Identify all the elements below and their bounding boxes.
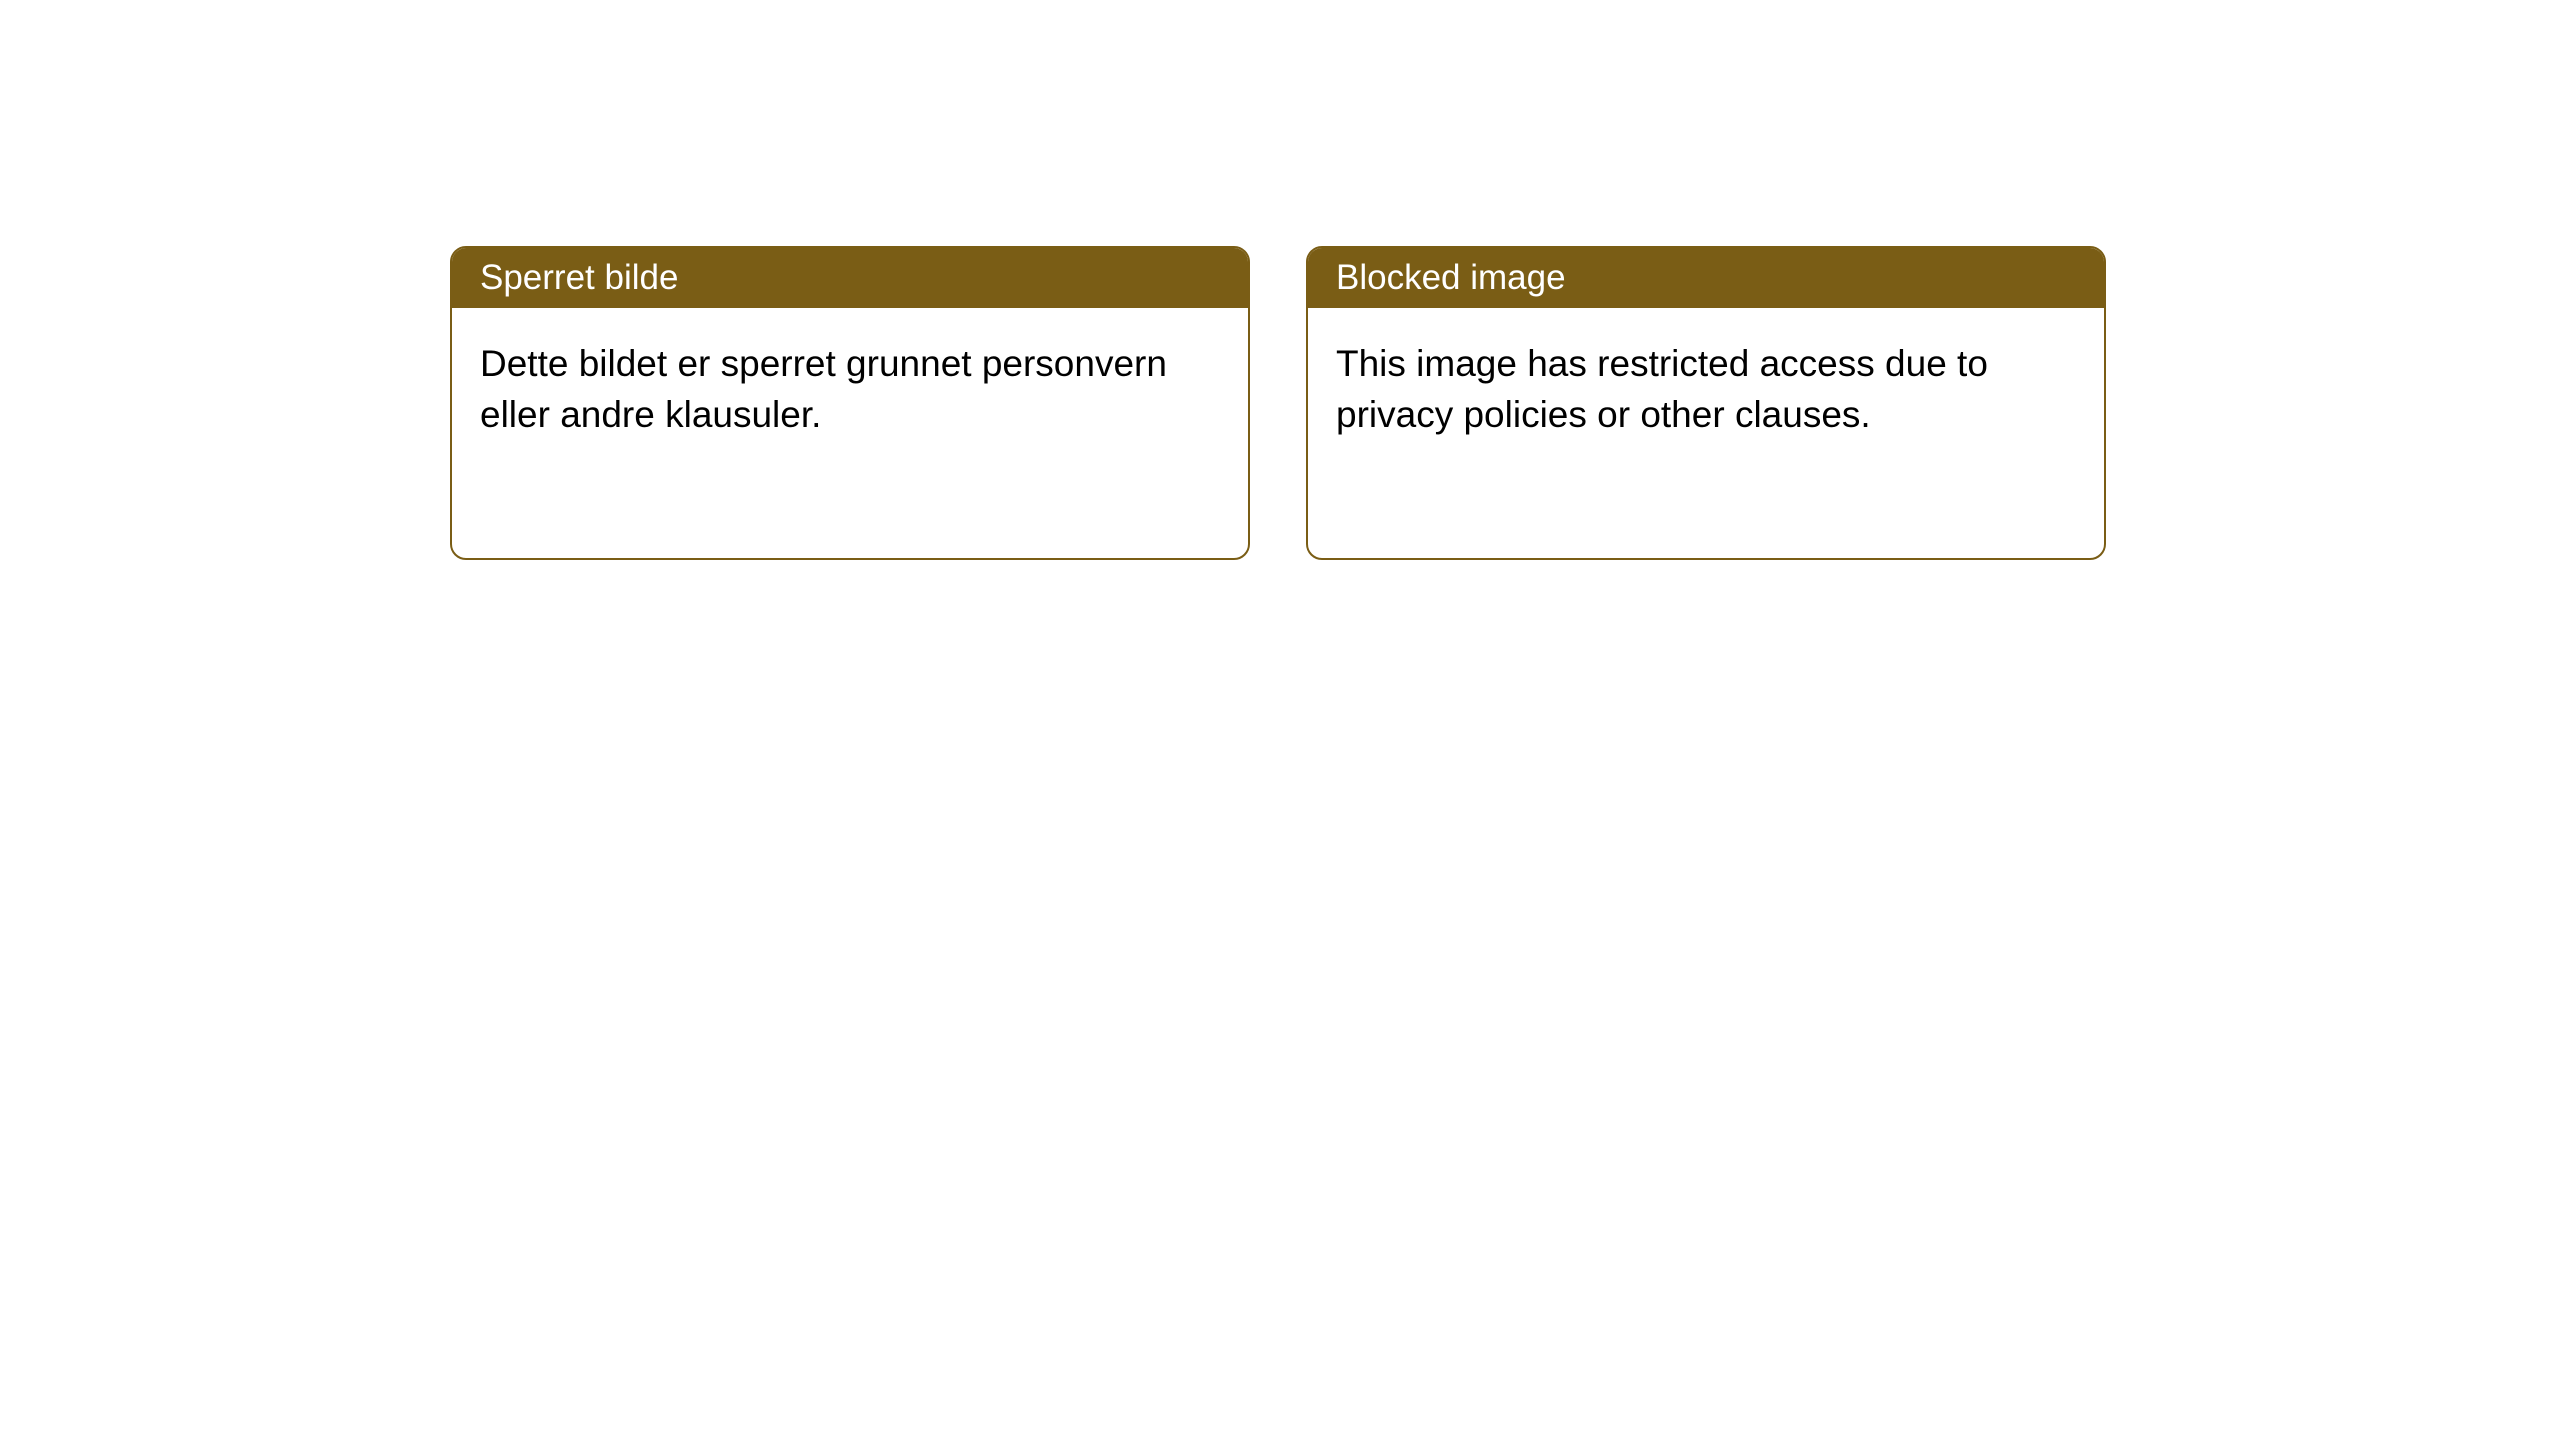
notice-body: This image has restricted access due to … (1308, 308, 2104, 558)
notice-card-norwegian: Sperret bilde Dette bildet er sperret gr… (450, 246, 1250, 560)
notice-card-english: Blocked image This image has restricted … (1306, 246, 2106, 560)
notice-container: Sperret bilde Dette bildet er sperret gr… (450, 246, 2106, 560)
notice-header: Blocked image (1308, 248, 2104, 308)
notice-header: Sperret bilde (452, 248, 1248, 308)
notice-body: Dette bildet er sperret grunnet personve… (452, 308, 1248, 558)
